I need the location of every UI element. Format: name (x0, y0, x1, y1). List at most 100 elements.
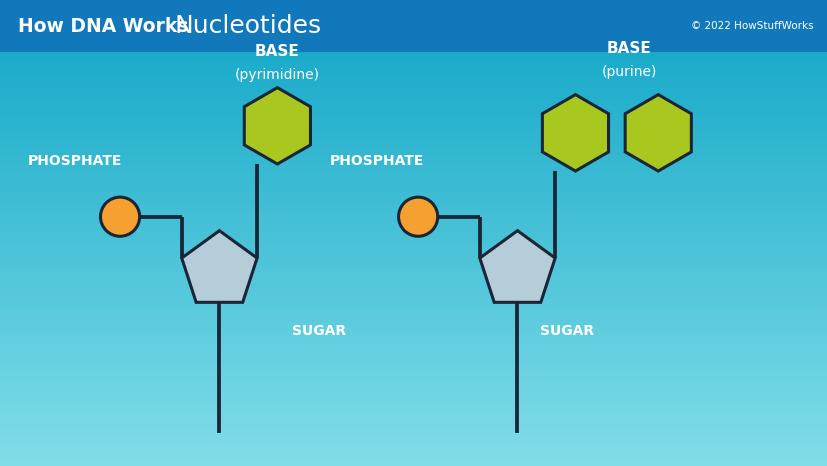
Text: (purine): (purine) (601, 65, 656, 79)
Bar (0, 135, 827, 137)
Bar (0, 238, 827, 240)
Bar (0, 394, 827, 396)
Bar (0, 69, 827, 71)
Bar (0, 284, 827, 286)
Bar (0, 87, 827, 89)
Bar (0, 96, 827, 97)
Bar (0, 278, 827, 280)
Bar (0, 296, 827, 298)
Bar (0, 240, 827, 242)
Bar (0, 257, 827, 259)
Bar (0, 106, 827, 108)
Bar (0, 195, 827, 197)
Bar (0, 271, 827, 274)
Bar (0, 147, 827, 149)
Bar (0, 212, 827, 213)
Bar (0, 199, 827, 201)
Bar (0, 350, 827, 352)
Bar (0, 460, 827, 462)
Bar (0, 441, 827, 443)
Bar (0, 325, 827, 327)
Bar (0, 226, 827, 228)
Bar (0, 67, 827, 69)
Bar (0, 213, 827, 216)
Text: SUGAR: SUGAR (539, 324, 594, 338)
Bar (0, 79, 827, 81)
Bar (0, 166, 827, 168)
Bar (0, 269, 827, 271)
Bar (0, 435, 827, 437)
Bar (0, 265, 827, 267)
Bar (0, 464, 827, 466)
Bar (0, 360, 827, 363)
Bar (0, 431, 827, 433)
Bar (0, 170, 827, 172)
Bar (0, 56, 827, 58)
Bar (0, 282, 827, 284)
Bar (0, 331, 827, 334)
Bar (0, 123, 827, 124)
Bar (0, 110, 827, 112)
Bar (0, 406, 827, 408)
Bar (0, 0, 827, 52)
Bar (0, 186, 827, 189)
Bar (0, 377, 827, 379)
Bar (0, 397, 827, 400)
Bar (0, 408, 827, 410)
Bar (0, 449, 827, 452)
Bar (0, 77, 827, 79)
Bar (0, 259, 827, 261)
Bar (0, 420, 827, 423)
Bar (0, 234, 827, 236)
Bar (0, 75, 827, 77)
Bar (0, 280, 827, 282)
Bar (0, 219, 827, 222)
Bar (0, 222, 827, 224)
Circle shape (100, 197, 140, 236)
Bar (0, 307, 827, 308)
Bar (0, 114, 827, 116)
Bar (0, 367, 827, 369)
Bar (0, 391, 827, 394)
Bar (0, 354, 827, 356)
Bar (0, 400, 827, 402)
Bar (0, 141, 827, 143)
Bar (0, 416, 827, 418)
Bar (0, 412, 827, 414)
Text: PHOSPHATE: PHOSPHATE (329, 154, 423, 168)
Bar (0, 290, 827, 292)
Bar (0, 385, 827, 387)
Bar (0, 168, 827, 170)
Bar (0, 182, 827, 185)
Bar (0, 156, 827, 158)
Polygon shape (542, 95, 608, 171)
Bar (0, 176, 827, 178)
Bar (0, 245, 827, 247)
Bar (0, 207, 827, 209)
Bar (0, 197, 827, 199)
Bar (0, 418, 827, 420)
Bar (0, 91, 827, 93)
Bar (0, 151, 827, 153)
Bar (0, 336, 827, 338)
Bar (0, 247, 827, 249)
Bar (0, 329, 827, 331)
Bar (0, 218, 827, 219)
Bar (0, 301, 827, 302)
Bar (0, 321, 827, 323)
Bar (0, 453, 827, 456)
Bar (0, 112, 827, 114)
Text: How DNA Works: How DNA Works (18, 16, 189, 35)
Bar (0, 379, 827, 381)
Bar (0, 396, 827, 397)
Bar (0, 102, 827, 104)
Bar (0, 89, 827, 91)
Polygon shape (182, 231, 256, 302)
Bar (0, 100, 827, 102)
Bar (0, 452, 827, 453)
Bar (0, 447, 827, 449)
Bar (0, 71, 827, 73)
Bar (0, 209, 827, 212)
Bar (0, 261, 827, 263)
Bar (0, 249, 827, 251)
